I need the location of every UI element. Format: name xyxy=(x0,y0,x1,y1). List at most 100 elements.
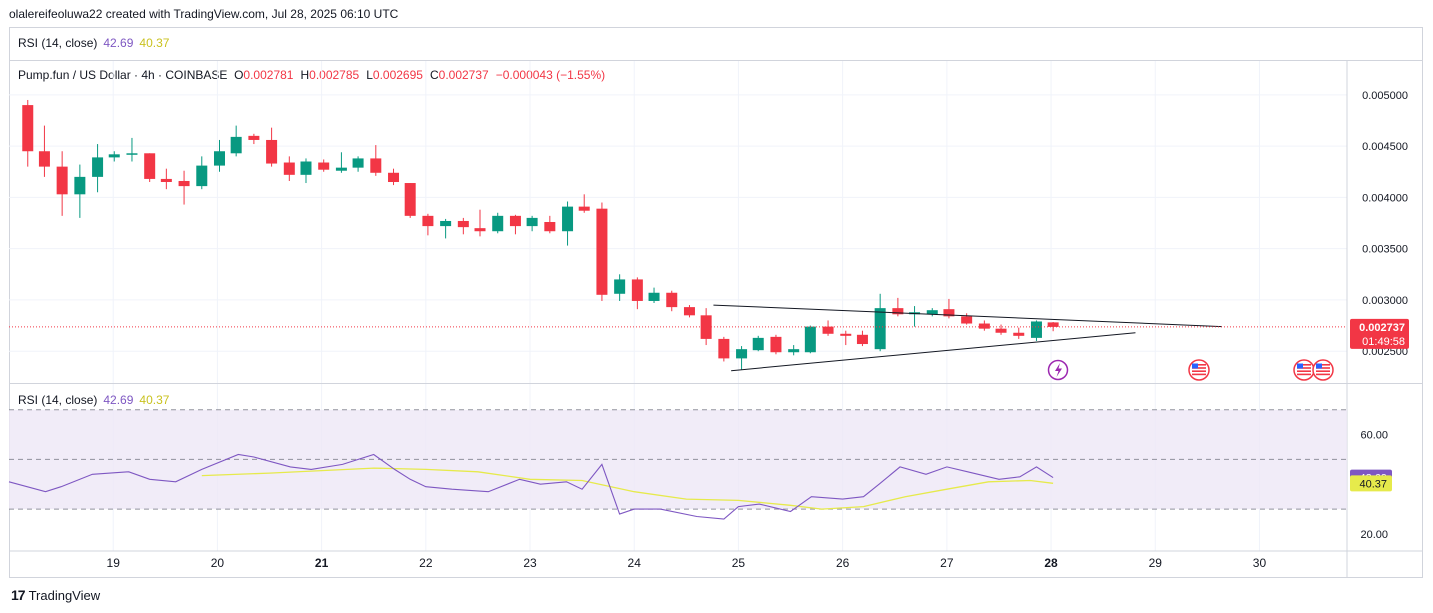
candle xyxy=(213,139,225,172)
candle xyxy=(74,164,86,218)
us-flag-event-icon xyxy=(1293,359,1315,381)
candle-body xyxy=(92,157,104,177)
candle xyxy=(683,305,695,318)
candle xyxy=(1013,327,1025,339)
rsi-lines xyxy=(8,453,1054,520)
time-tick-label: 30 xyxy=(1253,556,1267,570)
candle-body xyxy=(631,279,643,301)
time-tick-label: 25 xyxy=(732,556,746,570)
candle-series xyxy=(22,99,1059,370)
last-price-badge xyxy=(1350,318,1409,349)
flag-stripe xyxy=(1316,367,1330,369)
candle-body xyxy=(300,161,312,175)
close-label: C xyxy=(429,68,439,82)
candle xyxy=(736,346,748,370)
candle xyxy=(22,99,34,167)
rsi-line xyxy=(8,453,1054,520)
candle xyxy=(404,183,416,218)
candle xyxy=(1030,320,1042,341)
candle-body xyxy=(335,167,347,171)
candle-body xyxy=(614,279,626,294)
candle-body xyxy=(596,208,608,295)
time-tick-label: 21 xyxy=(315,556,329,570)
candle xyxy=(995,324,1007,335)
top-rsi-legend-name: RSI (14, close) xyxy=(18,36,98,50)
candle xyxy=(178,170,190,205)
candle xyxy=(856,330,868,347)
open-label: O xyxy=(234,68,244,82)
brand-label: TradingView xyxy=(28,587,101,603)
time-tick-label: 23 xyxy=(523,556,537,570)
candle xyxy=(840,330,852,346)
tradingview-brand[interactable]: 17 TradingView xyxy=(11,587,100,603)
candle xyxy=(160,168,172,190)
candle-body xyxy=(1013,332,1025,336)
candle-body xyxy=(160,178,172,183)
flag-circle xyxy=(1312,359,1334,381)
candle-body xyxy=(22,105,34,152)
legend-separator xyxy=(9,60,1423,61)
us-flag-event-icon xyxy=(1312,359,1334,381)
candle-body xyxy=(388,172,400,183)
candle xyxy=(440,218,452,239)
candle-body xyxy=(266,139,278,164)
candle xyxy=(892,297,904,317)
flag-stripe xyxy=(1316,370,1330,372)
top-rsi-legend[interactable]: RSI (14, close) 42.69 40.37 xyxy=(18,36,175,50)
flag-stripe xyxy=(1316,373,1330,376)
candle-body xyxy=(178,180,190,187)
candle-body xyxy=(38,151,50,167)
candle-body xyxy=(492,215,504,232)
candle-body xyxy=(440,220,452,227)
candle-body xyxy=(700,315,712,339)
time-tick-label: 29 xyxy=(1149,556,1163,570)
candle xyxy=(144,153,156,183)
candle-body xyxy=(874,308,886,350)
trendlines xyxy=(9,304,1347,372)
countdown-label: 01:49:58 xyxy=(1362,336,1405,348)
flag-canton xyxy=(1192,363,1198,369)
candle-body xyxy=(1047,322,1059,327)
rsi-ma-line xyxy=(201,467,1054,510)
time-tick-label: 27 xyxy=(940,556,954,570)
price-axis: 0.005000 0.004500 0.004000 0.003500 0.003000… xyxy=(1350,90,1409,358)
candle xyxy=(474,209,486,237)
price-tick-label: 0.004500 xyxy=(1362,141,1408,153)
candle-body xyxy=(318,162,330,170)
close-value: 0.002737 xyxy=(438,68,489,82)
rsi-ma-label: 40.37 xyxy=(1359,478,1387,490)
candle-body xyxy=(562,206,574,232)
candle-body xyxy=(926,310,938,315)
event-markers xyxy=(1047,359,1334,381)
rsi-background xyxy=(9,409,1347,510)
flag-canton xyxy=(1297,363,1303,369)
candle xyxy=(700,308,712,346)
candle-body xyxy=(56,166,68,195)
lightning-bolt xyxy=(1055,363,1062,377)
chart-caption: olalereifeoluwa22 created with TradingVi… xyxy=(9,7,399,21)
rsi-pane-legend[interactable]: RSI (14, close) 42.69 40.37 xyxy=(18,393,175,407)
candle-body xyxy=(422,215,434,227)
candle xyxy=(108,151,120,162)
time-tick-label: 19 xyxy=(107,556,121,570)
candle xyxy=(544,215,556,234)
price-tick-label: 0.004000 xyxy=(1362,192,1408,204)
candle-body xyxy=(144,153,156,179)
candle xyxy=(596,202,608,301)
rsi-tick-label: 20.00 xyxy=(1360,529,1388,541)
candle xyxy=(126,137,138,162)
candle xyxy=(666,290,678,312)
candle-body xyxy=(108,154,120,158)
flag-stripe xyxy=(1192,370,1206,372)
flag-canton xyxy=(1316,363,1322,369)
candle xyxy=(718,336,730,362)
last-price-label: 0.002737 xyxy=(1359,322,1405,334)
time-tick-label: 22 xyxy=(419,556,433,570)
candle xyxy=(352,156,364,172)
candle xyxy=(562,201,574,246)
candle-body xyxy=(283,162,295,175)
candle xyxy=(38,125,50,177)
candle-body xyxy=(788,349,800,353)
candle xyxy=(318,159,330,172)
